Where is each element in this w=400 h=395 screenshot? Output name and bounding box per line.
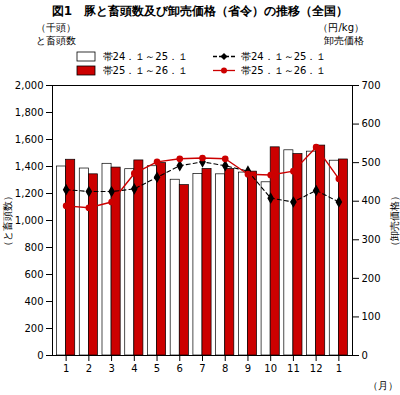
- svg-text:5: 5: [154, 363, 160, 374]
- svg-text:2,000: 2,000: [15, 80, 44, 91]
- svg-text:1,400: 1,400: [15, 161, 44, 172]
- svg-text:2: 2: [86, 363, 92, 374]
- svg-text:8: 8: [222, 363, 228, 374]
- svg-text:（月）: （月）: [368, 380, 398, 391]
- svg-text:600: 600: [362, 118, 381, 129]
- svg-text:1: 1: [63, 363, 69, 374]
- svg-text:12: 12: [310, 363, 323, 374]
- svg-text:200: 200: [24, 323, 43, 334]
- svg-text:100: 100: [362, 311, 381, 322]
- svg-text:3: 3: [108, 363, 114, 374]
- svg-text:500: 500: [362, 157, 381, 168]
- html-text:図1 豚と畜頭数及び卸売価格（省令）の推移（全国）: 図1 豚と畜頭数及び卸売価格（省令）の推移（全国）: [51, 4, 349, 18]
- html-text:と畜頭数: と畜頭数: [36, 35, 76, 46]
- svg-text:800: 800: [24, 242, 43, 253]
- html-text:卸売価格: 卸売価格: [324, 35, 364, 46]
- svg-text:400: 400: [24, 296, 43, 307]
- svg-text:（卸売価格）: （卸売価格）: [389, 191, 400, 251]
- svg-text:600: 600: [24, 269, 43, 280]
- html-text:帯25．１～26．１: 帯25．１～26．１: [241, 65, 327, 76]
- svg-text:4: 4: [131, 363, 137, 374]
- html-text:帯24．１～25．１: 帯24．１～25．１: [241, 51, 327, 62]
- svg-text:300: 300: [362, 234, 381, 245]
- svg-text:1,000: 1,000: [15, 215, 44, 226]
- svg-text:9: 9: [245, 363, 251, 374]
- svg-text:0: 0: [37, 350, 43, 361]
- svg-text:6: 6: [177, 363, 183, 374]
- svg-text:（と畜頭数）: （と畜頭数）: [2, 191, 13, 251]
- svg-text:1,600: 1,600: [15, 134, 44, 145]
- svg-text:0: 0: [362, 350, 368, 361]
- svg-text:1: 1: [336, 363, 342, 374]
- svg-text:200: 200: [362, 273, 381, 284]
- svg-text:10: 10: [264, 363, 277, 374]
- html-text:（千頭）: （千頭）: [36, 22, 76, 33]
- html-text:（円/kg）: （円/kg）: [318, 22, 364, 33]
- html-text:帯25．１～26．１: 帯25．１～26．１: [102, 65, 188, 76]
- svg-text:1,800: 1,800: [15, 107, 44, 118]
- svg-text:11: 11: [287, 363, 300, 374]
- svg-text:1,200: 1,200: [15, 188, 44, 199]
- svg-text:400: 400: [362, 195, 381, 206]
- html-text:帯24．１～25．１: 帯24．１～25．１: [102, 51, 188, 62]
- svg-text:7: 7: [199, 363, 205, 374]
- svg-text:700: 700: [362, 80, 381, 91]
